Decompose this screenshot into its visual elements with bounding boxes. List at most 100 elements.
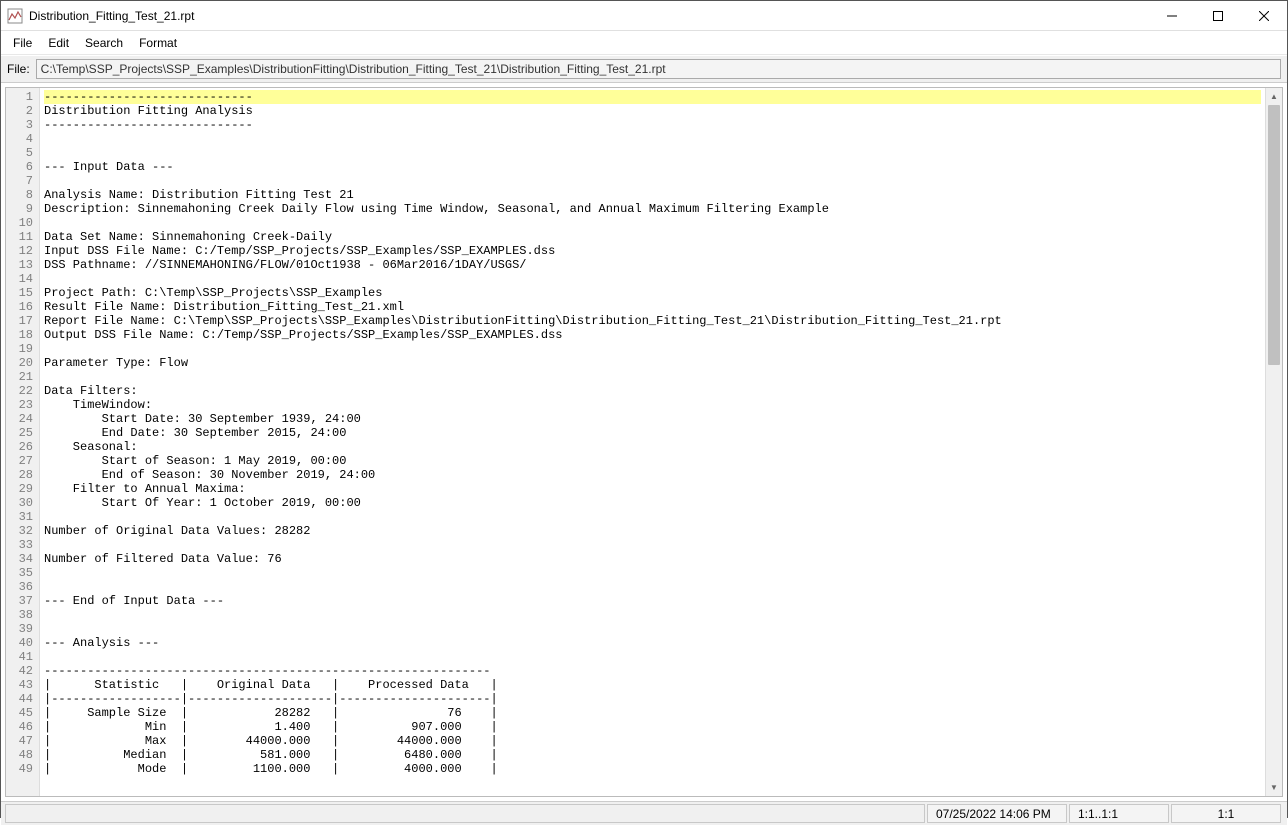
line-number: 31 bbox=[8, 510, 33, 524]
editor-line[interactable] bbox=[44, 342, 1261, 356]
scroll-down-arrow[interactable]: ▼ bbox=[1266, 779, 1282, 796]
editor-line[interactable]: | Max | 44000.000 | 44000.000 | bbox=[44, 734, 1261, 748]
menu-search[interactable]: Search bbox=[77, 34, 131, 52]
line-number: 30 bbox=[8, 496, 33, 510]
line-number: 36 bbox=[8, 580, 33, 594]
editor-line[interactable] bbox=[44, 272, 1261, 286]
line-number: 13 bbox=[8, 258, 33, 272]
line-number: 38 bbox=[8, 608, 33, 622]
editor-line[interactable]: Description: Sinnemahoning Creek Daily F… bbox=[44, 202, 1261, 216]
file-path-bar: File: bbox=[1, 55, 1287, 83]
editor-line[interactable] bbox=[44, 174, 1261, 188]
line-number: 9 bbox=[8, 202, 33, 216]
editor-line[interactable]: | Median | 581.000 | 6480.000 | bbox=[44, 748, 1261, 762]
editor-line[interactable]: End of Season: 30 November 2019, 24:00 bbox=[44, 468, 1261, 482]
menu-file[interactable]: File bbox=[5, 34, 40, 52]
line-number: 8 bbox=[8, 188, 33, 202]
editor-line[interactable]: |------------------|--------------------… bbox=[44, 692, 1261, 706]
line-number: 12 bbox=[8, 244, 33, 258]
editor-line[interactable]: Data Filters: bbox=[44, 384, 1261, 398]
editor-line[interactable]: Distribution Fitting Analysis bbox=[44, 104, 1261, 118]
editor-line[interactable]: Project Path: C:\Temp\SSP_Projects\SSP_E… bbox=[44, 286, 1261, 300]
file-label: File: bbox=[7, 62, 30, 76]
editor-line[interactable]: | Mode | 1100.000 | 4000.000 | bbox=[44, 762, 1261, 776]
editor-line[interactable] bbox=[44, 566, 1261, 580]
editor-line[interactable]: ----------------------------- bbox=[44, 90, 1261, 104]
line-number: 18 bbox=[8, 328, 33, 342]
editor-line[interactable]: Analysis Name: Distribution Fitting Test… bbox=[44, 188, 1261, 202]
editor-line[interactable] bbox=[44, 650, 1261, 664]
editor-line[interactable]: | Min | 1.400 | 907.000 | bbox=[44, 720, 1261, 734]
titlebar: Distribution_Fitting_Test_21.rpt bbox=[1, 1, 1287, 31]
line-number: 48 bbox=[8, 748, 33, 762]
maximize-button[interactable] bbox=[1195, 1, 1241, 31]
editor-line[interactable]: DSS Pathname: //SINNEMAHONING/FLOW/01Oct… bbox=[44, 258, 1261, 272]
editor-line[interactable]: Number of Filtered Data Value: 76 bbox=[44, 552, 1261, 566]
editor-line[interactable]: End Date: 30 September 2015, 24:00 bbox=[44, 426, 1261, 440]
editor-line[interactable]: Start Date: 30 September 1939, 24:00 bbox=[44, 412, 1261, 426]
editor-line[interactable] bbox=[44, 216, 1261, 230]
line-number: 29 bbox=[8, 482, 33, 496]
editor-line[interactable]: Start Of Year: 1 October 2019, 00:00 bbox=[44, 496, 1261, 510]
editor-line[interactable]: Start of Season: 1 May 2019, 00:00 bbox=[44, 454, 1261, 468]
line-number: 26 bbox=[8, 440, 33, 454]
editor-line[interactable] bbox=[44, 146, 1261, 160]
line-number: 22 bbox=[8, 384, 33, 398]
window-controls bbox=[1149, 1, 1287, 31]
line-number: 44 bbox=[8, 692, 33, 706]
line-number: 3 bbox=[8, 118, 33, 132]
editor-line[interactable] bbox=[44, 132, 1261, 146]
scroll-up-arrow[interactable]: ▲ bbox=[1266, 88, 1282, 105]
line-number: 42 bbox=[8, 664, 33, 678]
editor-line[interactable]: | Statistic | Original Data | Processed … bbox=[44, 678, 1261, 692]
editor-line[interactable]: ----------------------------- bbox=[44, 118, 1261, 132]
editor-line[interactable]: Data Set Name: Sinnemahoning Creek-Daily bbox=[44, 230, 1261, 244]
editor-line[interactable]: Number of Original Data Values: 28282 bbox=[44, 524, 1261, 538]
editor-line[interactable]: Result File Name: Distribution_Fitting_T… bbox=[44, 300, 1261, 314]
editor-line[interactable] bbox=[44, 370, 1261, 384]
editor-line[interactable] bbox=[44, 608, 1261, 622]
line-number: 24 bbox=[8, 412, 33, 426]
editor-line[interactable]: --- Analysis --- bbox=[44, 636, 1261, 650]
line-number: 4 bbox=[8, 132, 33, 146]
editor-container: 1234567891011121314151617181920212223242… bbox=[5, 87, 1283, 797]
editor-line[interactable] bbox=[44, 510, 1261, 524]
editor-line[interactable] bbox=[44, 622, 1261, 636]
text-editor[interactable]: -----------------------------Distributio… bbox=[40, 88, 1265, 796]
editor-line[interactable]: Input DSS File Name: C:/Temp/SSP_Project… bbox=[44, 244, 1261, 258]
scrollbar-thumb[interactable] bbox=[1268, 105, 1280, 365]
menu-edit[interactable]: Edit bbox=[40, 34, 77, 52]
menu-format[interactable]: Format bbox=[131, 34, 185, 52]
editor-line[interactable]: TimeWindow: bbox=[44, 398, 1261, 412]
editor-line[interactable]: --- End of Input Data --- bbox=[44, 594, 1261, 608]
editor-line[interactable]: Seasonal: bbox=[44, 440, 1261, 454]
line-number: 49 bbox=[8, 762, 33, 776]
line-number: 43 bbox=[8, 678, 33, 692]
line-number: 6 bbox=[8, 160, 33, 174]
editor-line[interactable]: Parameter Type: Flow bbox=[44, 356, 1261, 370]
line-number: 1 bbox=[8, 90, 33, 104]
minimize-button[interactable] bbox=[1149, 1, 1195, 31]
editor-line[interactable]: | Sample Size | 28282 | 76 | bbox=[44, 706, 1261, 720]
line-number: 47 bbox=[8, 734, 33, 748]
line-number: 40 bbox=[8, 636, 33, 650]
editor-line[interactable]: Output DSS File Name: C:/Temp/SSP_Projec… bbox=[44, 328, 1261, 342]
line-number: 10 bbox=[8, 216, 33, 230]
line-number: 19 bbox=[8, 342, 33, 356]
editor-line[interactable] bbox=[44, 580, 1261, 594]
menubar: File Edit Search Format bbox=[1, 31, 1287, 55]
line-number: 41 bbox=[8, 650, 33, 664]
file-path-input[interactable] bbox=[36, 59, 1281, 79]
editor-line[interactable]: Filter to Annual Maxima: bbox=[44, 482, 1261, 496]
line-number: 37 bbox=[8, 594, 33, 608]
line-number: 45 bbox=[8, 706, 33, 720]
editor-line[interactable]: --- Input Data --- bbox=[44, 160, 1261, 174]
close-button[interactable] bbox=[1241, 1, 1287, 31]
line-number: 28 bbox=[8, 468, 33, 482]
line-number: 27 bbox=[8, 454, 33, 468]
editor-line[interactable]: Report File Name: C:\Temp\SSP_Projects\S… bbox=[44, 314, 1261, 328]
editor-line[interactable]: ----------------------------------------… bbox=[44, 664, 1261, 678]
line-number: 39 bbox=[8, 622, 33, 636]
vertical-scrollbar[interactable]: ▲ ▼ bbox=[1265, 88, 1282, 796]
editor-line[interactable] bbox=[44, 538, 1261, 552]
